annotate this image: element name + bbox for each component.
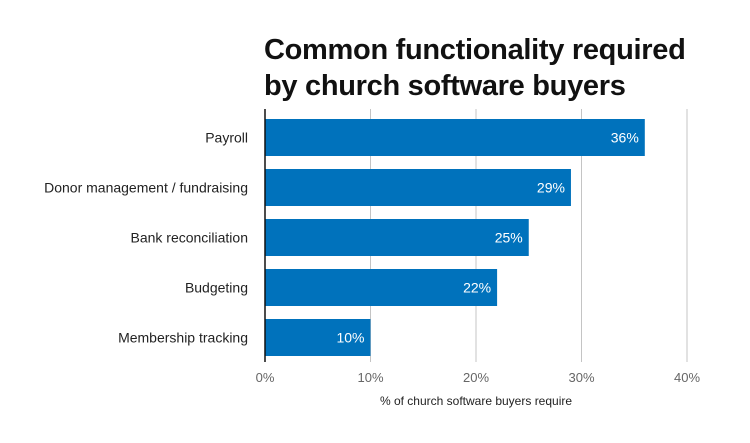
data-label-4: 10%	[336, 330, 364, 346]
category-label-1: Donor management / fundraising	[44, 180, 248, 196]
bar-1	[265, 169, 571, 206]
x-tick-label-3: 30%	[568, 370, 594, 385]
category-label-4: Membership tracking	[118, 330, 248, 346]
bar-2	[265, 219, 529, 256]
category-label-2: Bank reconciliation	[130, 230, 248, 246]
x-tick-label-2: 20%	[463, 370, 489, 385]
data-label-3: 22%	[463, 280, 491, 296]
chart-title: Common functionality required by church …	[264, 34, 686, 102]
bar-0	[265, 119, 645, 156]
x-axis-title: % of church software buyers require	[380, 394, 572, 408]
category-label-3: Budgeting	[185, 280, 248, 296]
data-label-0: 36%	[611, 130, 639, 146]
data-label-2: 25%	[495, 230, 523, 246]
x-tick-label-4: 40%	[674, 370, 700, 385]
category-label-0: Payroll	[205, 130, 248, 146]
bar-4	[265, 319, 371, 356]
x-tick-label-0: 0%	[256, 370, 275, 385]
x-tick-label-1: 10%	[357, 370, 383, 385]
data-label-1: 29%	[537, 180, 565, 196]
bar-3	[265, 269, 498, 306]
